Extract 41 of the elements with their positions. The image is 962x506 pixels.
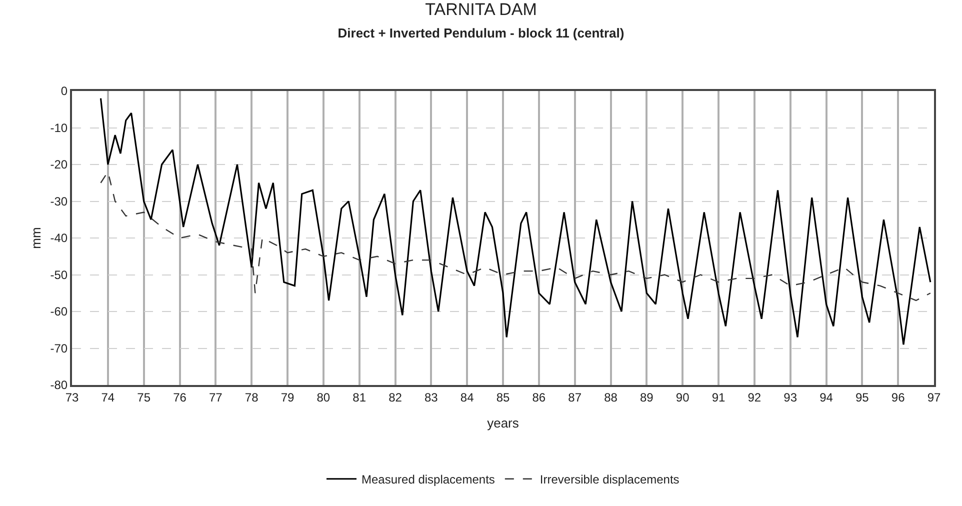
x-tick-label: 92 [748, 390, 762, 404]
y-tick-label: -30 [50, 194, 68, 208]
y-tick-label: -20 [50, 158, 68, 172]
x-tick-label: 80 [316, 390, 330, 404]
x-tick-label: 81 [352, 390, 366, 404]
y-tick-label: 0 [60, 84, 68, 98]
chart-title: TARNITA DAM [425, 0, 537, 20]
x-tick-label: 76 [173, 390, 187, 404]
x-tick-label: 96 [891, 390, 906, 404]
legend-label: Irreversible displacements [540, 472, 680, 487]
x-tick-label: 78 [244, 390, 259, 404]
x-tick-label: 85 [496, 390, 510, 404]
chart-subtitle: Direct + Inverted Pendulum - block 11 (central) [338, 25, 624, 40]
x-tick-label: 82 [388, 390, 402, 404]
x-axis-title: years [487, 416, 520, 430]
x-tick-label: 95 [855, 390, 870, 404]
x-tick-label: 90 [676, 390, 690, 404]
x-tick-label: 77 [208, 390, 223, 404]
y-tick-label: -80 [50, 378, 68, 392]
y-tick-label: -40 [50, 231, 68, 246]
line-series [100, 98, 932, 346]
y-axis-title: mm [28, 227, 44, 249]
x-tick-label: 83 [424, 390, 438, 404]
y-tick-label: -50 [50, 268, 68, 282]
x-tick-label: 84 [460, 390, 474, 404]
x-tick-label: 97 [927, 390, 941, 404]
x-tick-label: 93 [784, 390, 798, 404]
y-tick-label: -10 [50, 120, 68, 135]
x-tick-label: 75 [137, 390, 151, 404]
x-tick-label: 79 [280, 390, 294, 404]
x-tick-label: 74 [101, 390, 115, 404]
x-tick-label: 88 [604, 390, 618, 404]
x-tick-label: 87 [568, 390, 582, 404]
y-tick-label: -70 [50, 341, 68, 356]
y-tick-label: -60 [50, 304, 68, 319]
x-tick-label: 94 [820, 390, 834, 404]
x-tick-label: 89 [640, 390, 654, 404]
x-tick-label: 73 [65, 390, 79, 404]
x-tick-label: 91 [712, 390, 726, 404]
legend-label: Measured displacements [362, 472, 495, 487]
x-tick-label: 86 [532, 390, 546, 404]
